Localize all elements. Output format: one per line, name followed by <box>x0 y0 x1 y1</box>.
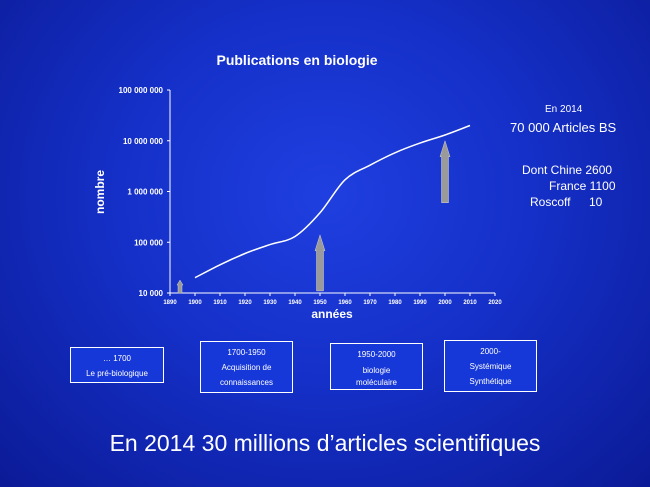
arrow-marker <box>176 279 184 294</box>
period-line3: moléculaire <box>356 378 397 387</box>
note-france: France 1100 <box>549 179 616 193</box>
period-line1: … 1700 <box>102 354 132 363</box>
x-tick-label: 1910 <box>213 300 227 306</box>
x-tick-label: 2010 <box>463 300 477 306</box>
period-box-prebiologique: … 1700 Le pré-biologique <box>70 347 164 383</box>
y-tick-label: 10 000 000 <box>123 137 164 146</box>
arrow-marker <box>439 139 451 204</box>
x-tick-label: 1940 <box>288 300 302 306</box>
note-roscoff: Roscoff <box>530 195 571 209</box>
period-line3: connaissances <box>220 378 273 387</box>
x-tick-label: 1990 <box>413 300 427 306</box>
x-tick-label: 1920 <box>238 300 252 306</box>
x-tick-label: 1900 <box>188 300 202 306</box>
x-tick-label: 2020 <box>488 300 502 306</box>
x-tick-label: 1980 <box>388 300 402 306</box>
x-tick-label: 2000 <box>438 300 452 306</box>
arrow-markers <box>176 139 451 294</box>
y-tick-label: 10 000 <box>139 289 164 298</box>
y-tick-label: 100 000 <box>134 238 163 247</box>
y-tick-label: 1 000 000 <box>127 188 163 197</box>
period-line1: 1700-1950 <box>227 348 266 357</box>
note-roscoff-value: 10 <box>589 195 603 209</box>
x-tick-labels: 1890 1900 1910 1920 1930 1940 1950 1960 1970 1980… <box>163 293 502 306</box>
footer-headline: En 2014 30 millions d’articles scientifi… <box>109 430 541 456</box>
period-line2: Le pré-biologique <box>86 369 148 378</box>
period-box-connaissances: 1700-1950 Acquisition de connaissances <box>200 341 293 393</box>
publications-chart: Publications en biologie 10 000 100 000 1 … <box>93 52 502 321</box>
x-tick-label: 1970 <box>363 300 377 306</box>
note-year: En 2014 <box>545 104 583 115</box>
period-box-moleculaire: 1950-2000 biologie moléculaire <box>330 343 423 390</box>
period-line2: Acquisition de <box>221 363 272 372</box>
y-axis-label: nombre <box>93 170 107 214</box>
note-articles: 70 000 Articles BS <box>510 120 617 135</box>
period-line1: 1950-2000 <box>357 350 396 359</box>
x-tick-label: 1960 <box>338 300 352 306</box>
series-line-publications <box>194 124 471 279</box>
period-line2: biologie <box>362 366 391 375</box>
period-line3: Synthétique <box>469 377 512 386</box>
y-tick-labels: 10 000 100 000 1 000 000 10 000 000 100 000 … <box>119 86 170 298</box>
period-box-systemique: 2000- Systémique Synthétique <box>444 340 537 392</box>
x-tick-label: 1930 <box>263 300 277 306</box>
y-tick-label: 100 000 000 <box>119 86 164 95</box>
chart-title: Publications en biologie <box>216 52 377 68</box>
period-line2: Systémique <box>469 362 512 371</box>
x-tick-label: 1890 <box>163 300 177 306</box>
note-chine: Dont Chine 2600 <box>522 163 613 177</box>
x-tick-label: 1950 <box>313 300 327 306</box>
arrow-marker <box>314 233 326 292</box>
x-axis-label: années <box>311 307 353 321</box>
period-line1: 2000- <box>480 347 501 356</box>
